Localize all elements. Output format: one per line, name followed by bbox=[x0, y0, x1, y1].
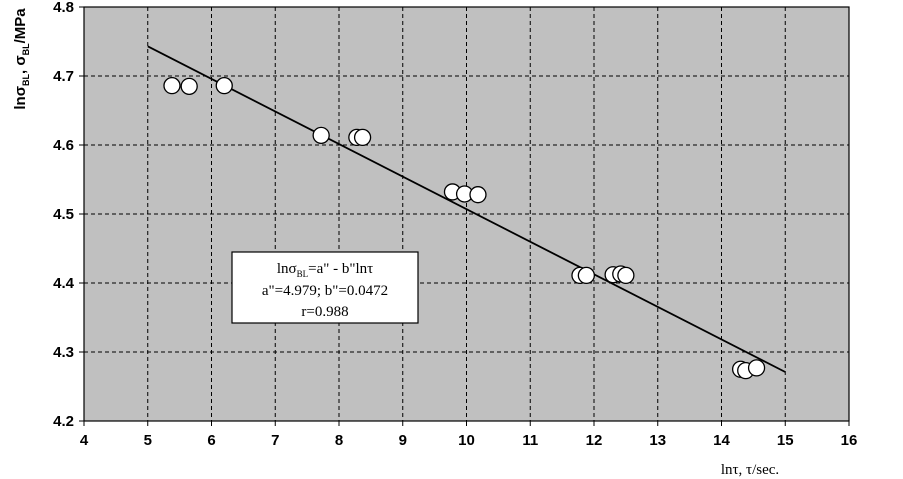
x-axis-ticks: 4 5 6 7 8 9 10 11 12 13 14 15 16 bbox=[80, 421, 858, 449]
y-axis-ticks: 4.2 4.3 4.4 4.5 4.6 4.7 4.8 bbox=[53, 0, 84, 430]
x-tick-label: 5 bbox=[144, 432, 152, 449]
x-tick-label: 10 bbox=[458, 432, 475, 449]
data-point bbox=[312, 126, 330, 144]
y-axis-label: lnσBL, σBL/MPa bbox=[12, 8, 31, 110]
data-points bbox=[163, 77, 766, 380]
y-tick-label: 4.8 bbox=[53, 0, 74, 16]
x-axis-label: lnτ, τ/sec. bbox=[721, 462, 779, 478]
data-point bbox=[617, 266, 635, 285]
x-tick-label: 4 bbox=[80, 432, 89, 449]
x-tick-label: 16 bbox=[841, 432, 858, 449]
x-tick-label: 9 bbox=[399, 432, 407, 449]
y-tick-label: 4.2 bbox=[53, 413, 74, 430]
x-tick-label: 7 bbox=[271, 432, 279, 449]
equation-line-1: lnσBL=a" - b"lnτ bbox=[277, 261, 373, 279]
y-tick-label: 4.5 bbox=[53, 206, 74, 223]
data-point bbox=[353, 128, 372, 147]
x-tick-label: 14 bbox=[713, 432, 730, 449]
regression-line bbox=[147, 45, 786, 373]
equation-box: lnσBL=a" - b"lnτ a"=4.979; b"=0.0472 r=0… bbox=[231, 251, 419, 324]
x-tick-label: 11 bbox=[522, 432, 538, 449]
data-point bbox=[163, 77, 181, 95]
data-point bbox=[180, 77, 198, 95]
y-tick-label: 4.4 bbox=[53, 275, 75, 292]
y-tick-label: 4.7 bbox=[53, 68, 74, 85]
x-tick-label: 12 bbox=[586, 432, 603, 449]
data-point bbox=[469, 186, 487, 204]
y-tick-label: 4.3 bbox=[53, 344, 74, 361]
x-tick-label: 15 bbox=[777, 432, 794, 449]
x-tick-label: 13 bbox=[649, 432, 666, 449]
correlation-coefficient: r=0.988 bbox=[301, 304, 348, 320]
data-point bbox=[747, 359, 766, 377]
data-point bbox=[215, 77, 233, 95]
x-tick-label: 8 bbox=[335, 432, 343, 449]
grid bbox=[84, 7, 849, 421]
data-point bbox=[577, 266, 595, 285]
equation-coefficients: a"=4.979; b"=0.0472 bbox=[262, 283, 388, 299]
y-tick-label: 4.6 bbox=[53, 137, 74, 154]
x-tick-label: 6 bbox=[207, 432, 215, 449]
